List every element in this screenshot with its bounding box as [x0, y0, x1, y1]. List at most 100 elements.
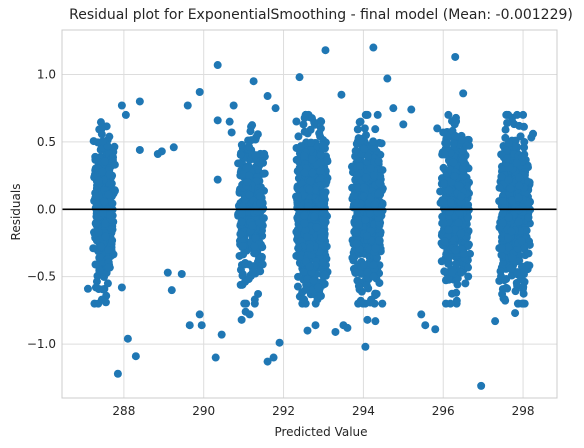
scatter-point	[308, 168, 317, 177]
scatter-point	[306, 243, 315, 252]
scatter-point	[104, 190, 113, 199]
scatter-point	[366, 209, 375, 218]
scatter-point	[103, 279, 112, 288]
scatter-point	[376, 172, 385, 181]
scatter-point	[524, 249, 533, 258]
scatter-point	[105, 211, 114, 220]
scatter-point	[450, 120, 459, 129]
scatter-point	[109, 153, 118, 162]
scatter-point	[225, 117, 234, 126]
scatter-point	[213, 175, 222, 184]
scatter-point	[303, 232, 312, 241]
scatter-point	[300, 113, 309, 122]
scatter-point	[499, 197, 508, 206]
scatter-point	[294, 272, 303, 281]
scatter-point	[458, 136, 467, 145]
scatter-point	[366, 298, 375, 307]
x-tick-label: 294	[352, 404, 375, 418]
scatter-point	[97, 130, 106, 139]
scatter-point	[477, 381, 486, 390]
scatter-point	[257, 252, 266, 261]
scatter-point	[303, 274, 312, 283]
scatter-point	[362, 281, 371, 290]
scatter-point	[375, 236, 384, 245]
scatter-point	[351, 146, 360, 155]
scatter-point	[506, 264, 515, 273]
scatter-point	[269, 353, 278, 362]
scatter-point	[304, 202, 313, 211]
scatter-point	[104, 245, 113, 254]
scatter-point	[300, 151, 309, 160]
scatter-point	[248, 221, 257, 230]
scatter-point	[502, 154, 511, 163]
scatter-point	[362, 173, 371, 182]
scatter-point	[498, 218, 507, 227]
scatter-point	[237, 140, 246, 149]
scatter-point	[113, 369, 122, 378]
scatter-point	[247, 136, 256, 145]
x-tick-labels: 288 290 292 294 296 298	[112, 404, 534, 418]
scatter-point	[240, 259, 249, 268]
scatter-point	[443, 139, 452, 148]
scatter-point	[519, 282, 528, 291]
x-tick-label: 296	[432, 404, 455, 418]
scatter-point	[241, 307, 250, 316]
scatter-point	[370, 171, 379, 180]
scatter-point	[135, 145, 144, 154]
x-tick-label: 290	[192, 404, 215, 418]
scatter-point	[362, 231, 371, 240]
scatter-point	[375, 179, 384, 188]
scatter-point	[451, 52, 460, 61]
scatter-point	[433, 124, 442, 133]
scatter-point	[250, 249, 259, 258]
scatter-point	[497, 250, 506, 259]
scatter-point	[294, 193, 303, 202]
scatter-point	[524, 213, 533, 222]
scatter-point	[275, 338, 284, 347]
scatter-point	[361, 342, 370, 351]
scatter-point	[299, 268, 308, 277]
scatter-point	[121, 110, 130, 119]
scatter-point	[363, 110, 372, 119]
scatter-point	[364, 152, 372, 161]
scatter-point	[504, 176, 513, 185]
scatter-point	[440, 237, 449, 246]
scatter-point	[246, 127, 255, 136]
scatter-point	[310, 212, 319, 221]
scatter-point	[237, 209, 246, 218]
scatter-point	[520, 137, 529, 146]
scatter-point	[300, 211, 309, 220]
scatter-point	[271, 104, 280, 113]
scatter-point	[256, 199, 265, 208]
scatter-point	[99, 209, 108, 218]
scatter-point	[519, 289, 528, 298]
scatter-point	[491, 317, 500, 326]
scatter-point	[371, 289, 380, 298]
scatter-point	[92, 192, 101, 201]
scatter-point	[95, 266, 104, 275]
scatter-point	[440, 267, 449, 276]
scatter-point	[213, 61, 222, 70]
scatter-point	[251, 151, 260, 160]
scatter-point	[237, 315, 246, 324]
scatter-point	[371, 317, 380, 326]
scatter-point	[255, 219, 264, 228]
y-tick-label: 0.0	[37, 202, 56, 216]
scatter-point	[301, 285, 310, 294]
scatter-point	[320, 191, 329, 200]
scatter-point	[464, 272, 473, 281]
scatter-point	[240, 299, 249, 308]
scatter-point	[357, 269, 366, 278]
scatter-point	[260, 149, 269, 158]
scatter-point	[318, 258, 327, 267]
scatter-point	[237, 218, 246, 226]
scatter-point	[421, 321, 430, 330]
scatter-point	[371, 244, 380, 253]
scatter-point	[369, 137, 378, 146]
scatter-point	[236, 280, 245, 289]
scatter-point	[399, 120, 408, 129]
scatter-point	[354, 220, 363, 229]
scatter-point	[369, 43, 378, 52]
scatter-point	[444, 226, 453, 235]
scatter-point	[437, 257, 446, 266]
